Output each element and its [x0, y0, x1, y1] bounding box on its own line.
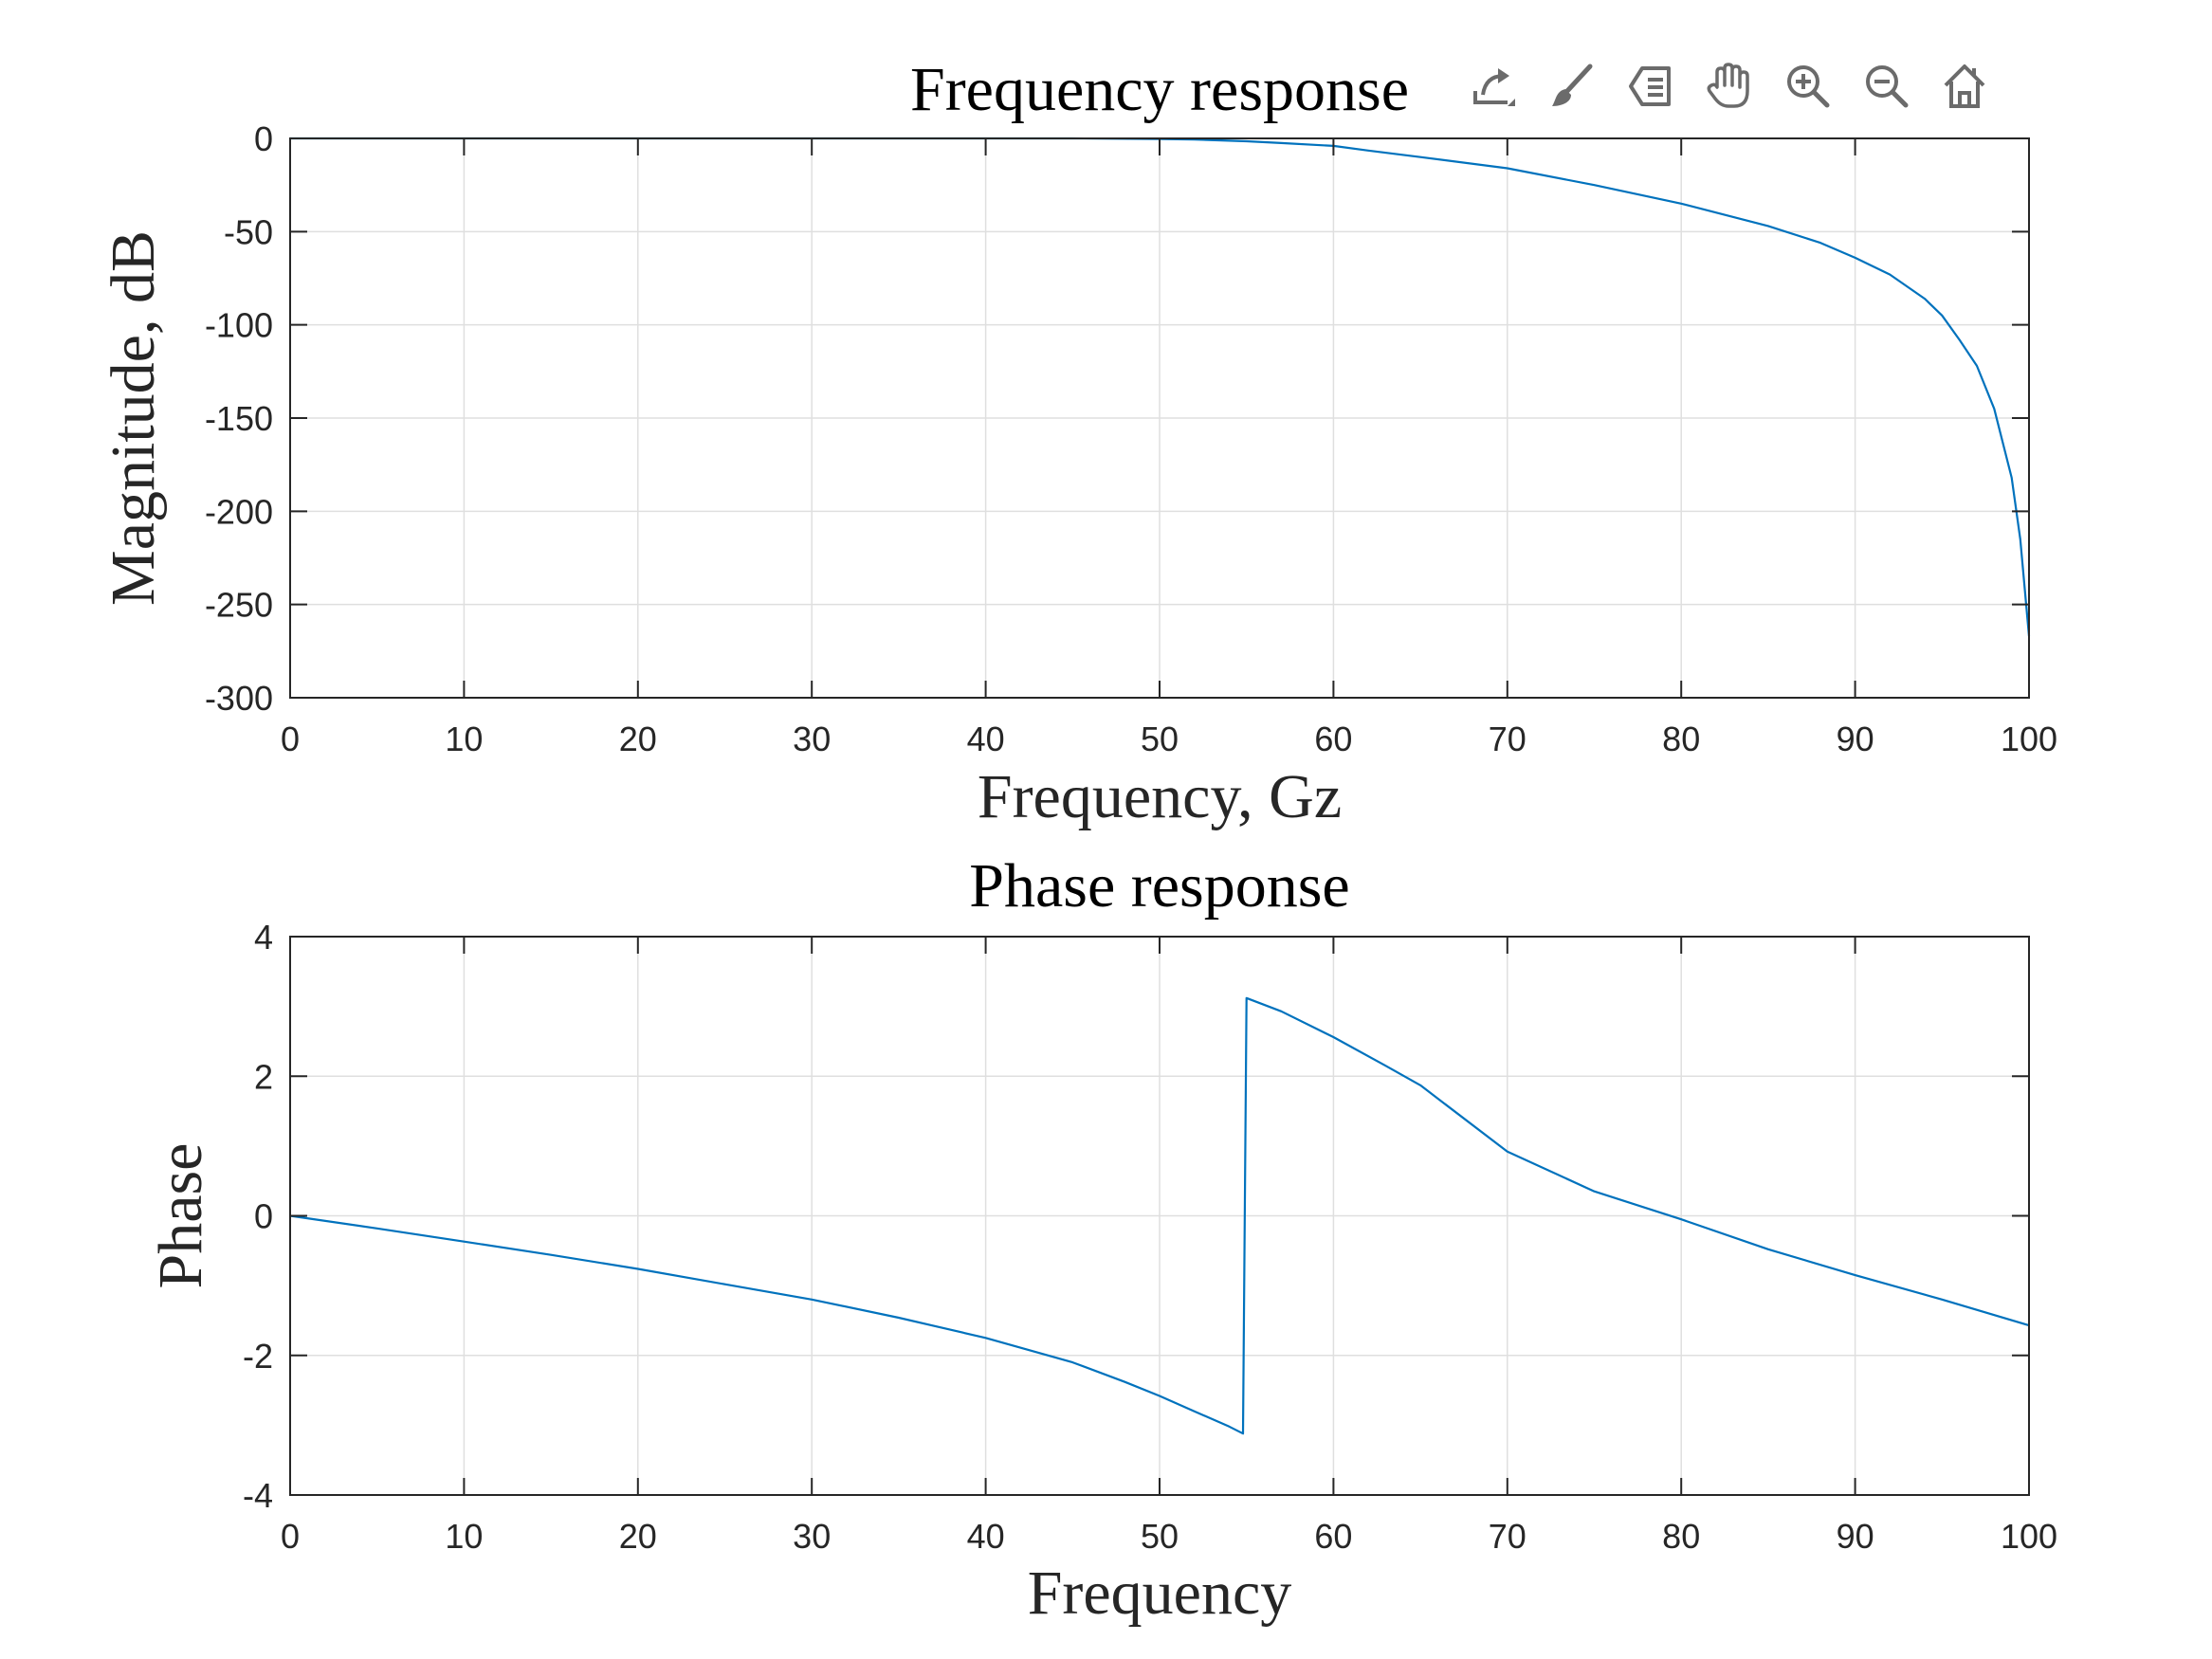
brush-button[interactable]: Brush	[1543, 57, 1601, 116]
data-tips-button[interactable]: Data Tips	[1621, 57, 1680, 116]
chart-title: Phase response	[969, 851, 1349, 921]
lens	[1787, 65, 1819, 98]
x-tick-label: 0	[281, 1517, 300, 1556]
axes-toolbar: Export Brush Data Tips Pan Zoom In Zoom Out Re…	[1464, 57, 1995, 116]
hand-shape	[1707, 63, 1749, 108]
chart-title: Frequency response	[910, 55, 1409, 124]
y-tick-label: -2	[243, 1337, 273, 1376]
x-tick-label: 10	[445, 720, 483, 758]
x-tick-label: 100	[2001, 1517, 2057, 1556]
walls	[1949, 82, 1980, 108]
x-tick-label: 90	[1837, 720, 1874, 758]
y-tick-label: -100	[205, 306, 273, 345]
pan-button[interactable]: Pan	[1700, 57, 1759, 116]
series-line	[289, 996, 2030, 1435]
home-button[interactable]: Restore View	[1936, 57, 1995, 116]
x-tick-label: 70	[1489, 720, 1526, 758]
y-tick-label: -4	[243, 1476, 273, 1515]
x-tick-label: 80	[1662, 1517, 1700, 1556]
y-tick-label: -200	[205, 492, 273, 531]
export-arrow-head	[1498, 68, 1509, 83]
x-tick-label: 20	[619, 720, 657, 758]
y-axis-label: Phase	[146, 1143, 215, 1289]
x-tick-label: 10	[445, 1517, 483, 1556]
x-tick-label: 50	[1141, 720, 1179, 758]
door	[1958, 91, 1971, 106]
lens-handle	[1890, 89, 1909, 108]
x-tick-label: 20	[619, 1517, 657, 1556]
x-tick-label: 40	[967, 1517, 1005, 1556]
y-tick-label: -150	[205, 399, 273, 438]
y-tick-label: 2	[254, 1057, 273, 1096]
brush-tip	[1552, 89, 1571, 106]
lens	[1866, 65, 1898, 98]
data-tips-icon	[1629, 66, 1671, 106]
x-tick-label: 80	[1662, 720, 1700, 758]
zoom-out-icon	[1866, 65, 1909, 108]
zoom-in-button[interactable]: Zoom In	[1779, 57, 1837, 116]
zoom-out-button[interactable]: Zoom Out	[1857, 57, 1916, 116]
y-tick-label: 0	[254, 1197, 273, 1236]
x-tick-label: 90	[1837, 1517, 1874, 1556]
x-tick-label: 30	[793, 720, 831, 758]
x-tick-label: 30	[793, 1517, 831, 1556]
roof	[1944, 64, 1985, 87]
brush-icon	[1552, 64, 1593, 106]
export-icon	[1473, 68, 1515, 106]
y-tick-label: -300	[205, 679, 273, 718]
button-hit-area[interactable]	[1464, 57, 1523, 116]
y-tick-label: 4	[254, 918, 273, 957]
home-icon	[1944, 64, 1985, 108]
x-tick-label: 60	[1314, 1517, 1352, 1556]
x-tick-label: 50	[1141, 1517, 1179, 1556]
x-tick-label: 0	[281, 720, 300, 758]
zoom-in-icon	[1787, 65, 1830, 108]
pan-icon	[1707, 63, 1749, 108]
chart-1: 0 10 20 30 40 50 60 70 80 90 100 0 -50 -100 -150 -200 -2…	[99, 55, 2057, 831]
x-tick-label: 70	[1489, 1517, 1526, 1556]
y-tick-label: -50	[224, 212, 273, 251]
y-axis-label: Magnitude, dB	[99, 230, 168, 606]
export-tray	[1473, 91, 1508, 104]
x-axis-label: Frequency, Gz	[978, 762, 1342, 831]
x-tick-label: 100	[2001, 720, 2057, 758]
export-corner	[1508, 99, 1515, 106]
x-tick-label: 60	[1314, 720, 1352, 758]
x-tick-label: 40	[967, 720, 1005, 758]
brush-handle	[1564, 64, 1593, 94]
export-button[interactable]: Export	[1464, 57, 1523, 116]
tip-outline	[1629, 66, 1671, 106]
y-tick-label: -250	[205, 586, 273, 625]
x-axis-label: Frequency	[1028, 1559, 1292, 1628]
y-tick-label: 0	[254, 119, 273, 158]
lens-handle	[1811, 89, 1830, 108]
